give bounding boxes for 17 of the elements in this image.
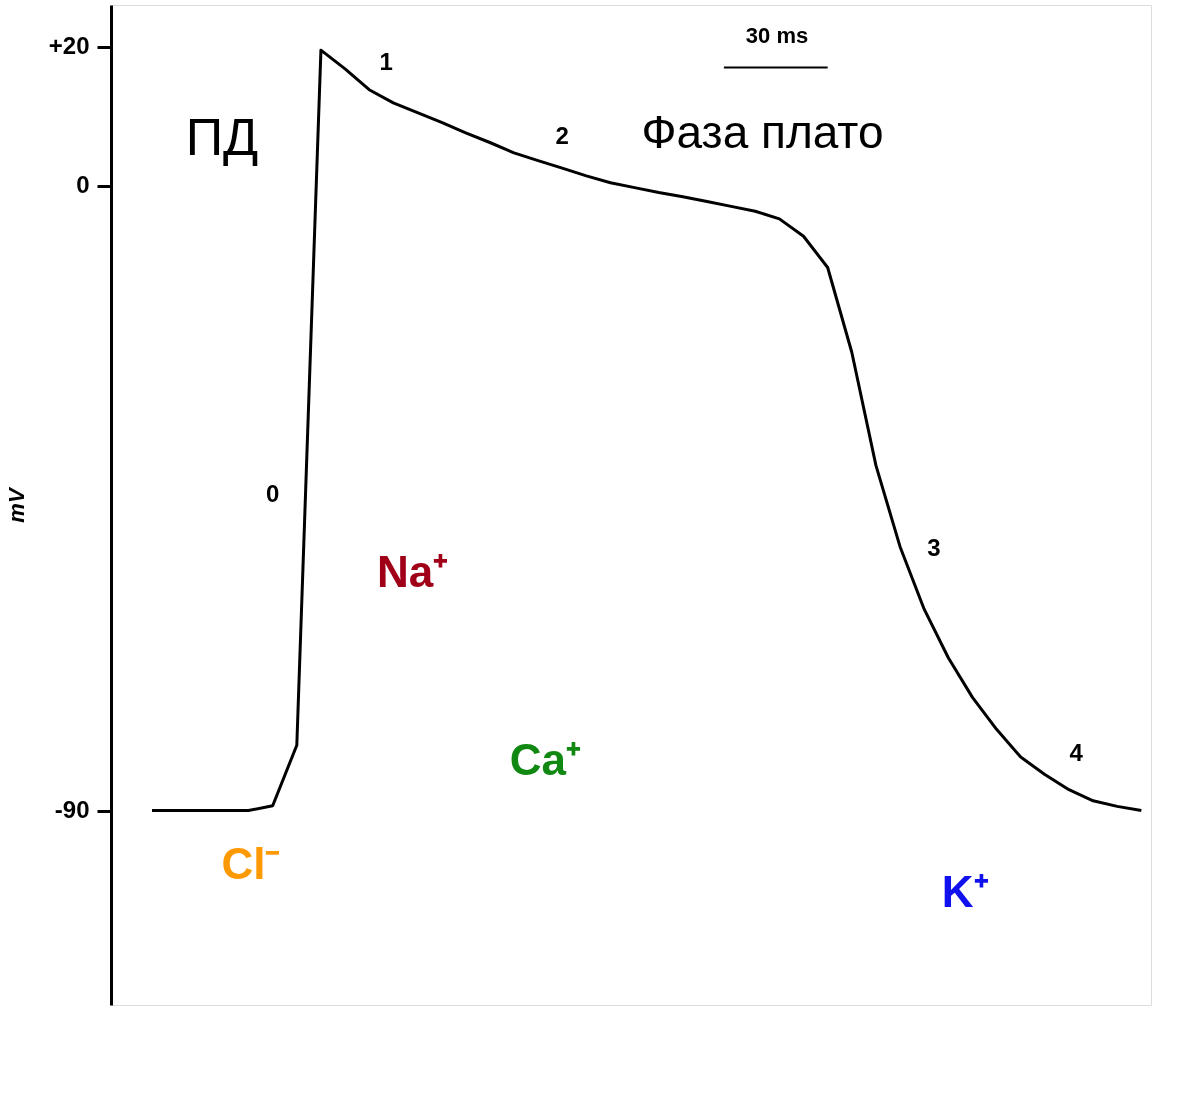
annotation: 4 [1069,738,1084,766]
annotation: Фаза плато [641,106,884,159]
line-series [150,48,1143,813]
annotation: Cl⁻ [221,839,281,889]
annotation: K⁺ [941,866,989,916]
y-axis-title: mV [3,486,29,523]
annotation: 0 [265,479,280,507]
y-tick-label: 0 [76,171,90,199]
y-tick-label: +20 [48,32,90,60]
annotation: 2 [555,121,569,149]
annotation: Na⁺ [377,547,449,597]
annotation: 3 [927,533,941,561]
annotation: ПД [185,108,259,167]
annotation: Ca⁺ [509,734,581,784]
annotation: 30 ms [745,23,809,49]
y-tick-label: -90 [54,796,90,824]
annotation: 1 [379,48,393,76]
